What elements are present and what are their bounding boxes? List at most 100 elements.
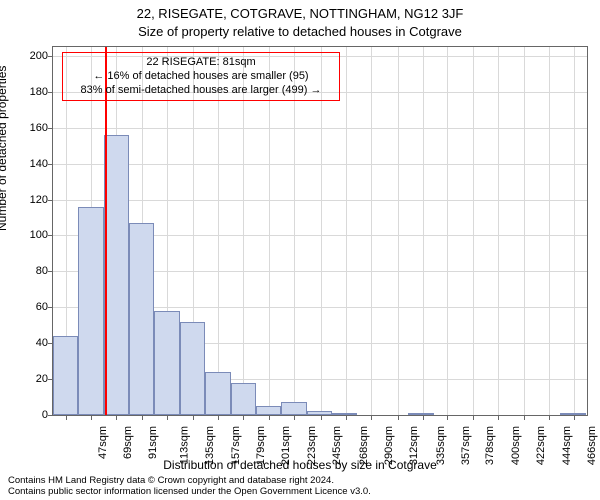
- x-tick-label: 113sqm: [178, 426, 190, 464]
- x-tick-label: 91sqm: [147, 426, 159, 459]
- y-tick-mark: [48, 415, 53, 416]
- x-tick-label: 135sqm: [204, 426, 216, 465]
- x-tick-label: 290sqm: [383, 426, 395, 465]
- gridline-v: [321, 47, 322, 415]
- plot-area: [52, 46, 588, 416]
- x-tick-mark: [66, 415, 67, 420]
- y-tick-label: 180: [8, 86, 48, 98]
- x-tick-label: 179sqm: [255, 426, 267, 465]
- histogram-bar: [53, 336, 78, 415]
- y-tick-mark: [48, 128, 53, 129]
- x-tick-mark: [371, 415, 372, 420]
- main-title: 22, RISEGATE, COTGRAVE, NOTTINGHAM, NG12…: [0, 6, 600, 21]
- x-tick-label: 357sqm: [460, 426, 472, 465]
- histogram-bar: [78, 207, 103, 415]
- gridline-v: [498, 47, 499, 415]
- histogram-bar: [332, 413, 357, 415]
- gridline-v: [346, 47, 347, 415]
- y-tick-mark: [48, 307, 53, 308]
- x-tick-label: 335sqm: [435, 426, 447, 465]
- y-tick-label: 120: [8, 194, 48, 206]
- gridline-v: [269, 47, 270, 415]
- histogram-bar: [560, 413, 585, 415]
- x-tick-label: 422sqm: [535, 426, 547, 465]
- y-tick-label: 60: [8, 301, 48, 313]
- footer: Contains HM Land Registry data © Crown c…: [8, 476, 371, 498]
- y-tick-label: 200: [8, 50, 48, 62]
- histogram-bar: [180, 322, 205, 415]
- x-tick-mark: [269, 415, 270, 420]
- y-tick-label: 40: [8, 337, 48, 349]
- histogram-bar: [307, 411, 332, 415]
- chart-root: 22, RISEGATE, COTGRAVE, NOTTINGHAM, NG12…: [0, 0, 600, 500]
- x-tick-mark: [398, 415, 399, 420]
- y-tick-label: 160: [8, 122, 48, 134]
- y-tick-label: 20: [8, 373, 48, 385]
- x-tick-mark: [142, 415, 143, 420]
- x-tick-mark: [447, 415, 448, 420]
- x-tick-mark: [346, 415, 347, 420]
- annotation-box: 22 RISEGATE: 81sqm← 16% of detached hous…: [62, 52, 340, 101]
- histogram-bar: [281, 402, 306, 415]
- sub-title: Size of property relative to detached ho…: [0, 24, 600, 39]
- x-tick-mark: [473, 415, 474, 420]
- gridline-v: [447, 47, 448, 415]
- y-tick-mark: [48, 235, 53, 236]
- gridline-v: [398, 47, 399, 415]
- x-tick-mark: [218, 415, 219, 420]
- gridline-v: [371, 47, 372, 415]
- y-tick-mark: [48, 56, 53, 57]
- gridline-v: [549, 47, 550, 415]
- gridline-v: [218, 47, 219, 415]
- histogram-bar: [231, 383, 256, 415]
- x-tick-label: 69sqm: [122, 426, 134, 459]
- x-tick-mark: [91, 415, 92, 420]
- x-tick-mark: [116, 415, 117, 420]
- gridline-v: [524, 47, 525, 415]
- x-tick-label: 245sqm: [331, 426, 343, 465]
- x-tick-mark: [193, 415, 194, 420]
- x-tick-mark: [167, 415, 168, 420]
- annotation-line: 22 RISEGATE: 81sqm: [69, 56, 333, 70]
- histogram-bar: [129, 223, 154, 415]
- x-tick-mark: [524, 415, 525, 420]
- y-tick-label: 100: [8, 229, 48, 241]
- x-tick-label: 444sqm: [561, 426, 573, 465]
- x-tick-label: 466sqm: [586, 426, 598, 465]
- x-tick-label: 47sqm: [97, 426, 109, 459]
- y-tick-mark: [48, 164, 53, 165]
- gridline-v: [423, 47, 424, 415]
- x-tick-label: 223sqm: [306, 426, 318, 465]
- x-tick-label: 400sqm: [510, 426, 522, 465]
- y-tick-label: 80: [8, 265, 48, 277]
- x-tick-label: 268sqm: [358, 426, 370, 465]
- x-tick-mark: [243, 415, 244, 420]
- x-tick-mark: [498, 415, 499, 420]
- y-tick-mark: [48, 200, 53, 201]
- gridline-v: [294, 47, 295, 415]
- x-tick-mark: [549, 415, 550, 420]
- annotation-line: ← 16% of detached houses are smaller (95…: [69, 70, 333, 84]
- x-tick-mark: [423, 415, 424, 420]
- gridline-v: [243, 47, 244, 415]
- histogram-bar: [256, 406, 281, 415]
- gridline-v: [473, 47, 474, 415]
- x-tick-label: 201sqm: [280, 426, 292, 465]
- histogram-bar: [408, 413, 433, 415]
- y-tick-mark: [48, 92, 53, 93]
- gridline-v: [574, 47, 575, 415]
- annotation-line: 83% of semi-detached houses are larger (…: [69, 84, 333, 98]
- y-tick-label: 0: [8, 409, 48, 421]
- histogram-bar: [205, 372, 230, 415]
- x-tick-label: 157sqm: [230, 426, 242, 465]
- x-tick-mark: [574, 415, 575, 420]
- x-tick-mark: [294, 415, 295, 420]
- x-tick-label: 312sqm: [408, 426, 420, 465]
- reference-line: [105, 47, 107, 415]
- footer-line-2: Contains public sector information licen…: [8, 487, 371, 498]
- histogram-bar: [104, 135, 129, 415]
- y-tick-mark: [48, 271, 53, 272]
- x-tick-label: 378sqm: [485, 426, 497, 465]
- histogram-bar: [154, 311, 179, 415]
- y-tick-label: 140: [8, 158, 48, 170]
